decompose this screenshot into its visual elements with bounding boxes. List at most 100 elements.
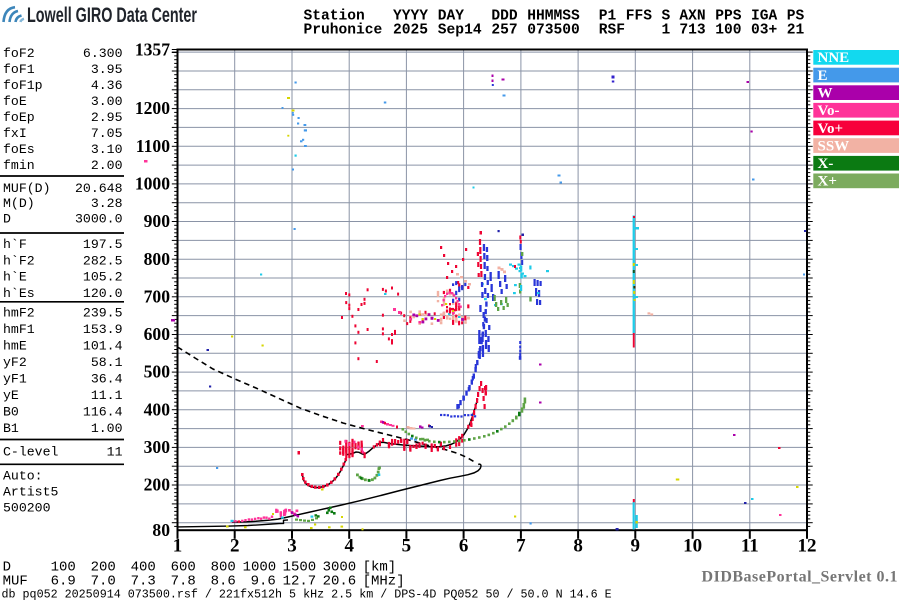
svg-text:1000: 1000: [135, 174, 170, 194]
svg-text:[MHz]: [MHz]: [363, 574, 405, 590]
svg-text:DAY: DAY: [438, 8, 465, 24]
svg-text:1357: 1357: [135, 40, 170, 60]
svg-text:h`E: h`E: [3, 270, 27, 285]
svg-text:hmF1: hmF1: [3, 322, 35, 337]
svg-text:Pruhonice: Pruhonice: [304, 22, 383, 38]
svg-text:S: S: [662, 8, 671, 24]
svg-text:yF1: yF1: [3, 371, 27, 386]
svg-text:fxI: fxI: [3, 126, 27, 141]
svg-text:Lowell GIRO Data Center: Lowell GIRO Data Center: [27, 3, 197, 27]
svg-text:8: 8: [573, 536, 583, 557]
svg-text:foE: foE: [3, 94, 27, 109]
svg-text:500: 500: [144, 362, 171, 382]
svg-text:2.00: 2.00: [91, 158, 123, 173]
svg-text:PPS: PPS: [715, 8, 742, 24]
svg-text:300: 300: [144, 437, 171, 457]
svg-text:400: 400: [144, 399, 171, 419]
svg-text:21: 21: [787, 22, 805, 38]
svg-text:11: 11: [741, 536, 759, 557]
svg-text:hmE: hmE: [3, 338, 27, 353]
svg-text:[km]: [km]: [363, 560, 397, 576]
svg-text:3.10: 3.10: [91, 142, 123, 157]
svg-text:3000.0: 3000.0: [75, 212, 123, 227]
svg-text:7.05: 7.05: [91, 126, 123, 141]
svg-text:4: 4: [344, 536, 354, 557]
svg-text:11.1: 11.1: [91, 388, 123, 403]
svg-text:600: 600: [171, 560, 196, 576]
svg-text:fmin: fmin: [3, 158, 35, 173]
svg-text:6: 6: [459, 536, 469, 557]
svg-text:500200: 500200: [3, 500, 51, 515]
svg-text:M(D): M(D): [3, 196, 35, 211]
svg-text:PS: PS: [787, 8, 805, 24]
svg-text:1000: 1000: [243, 560, 277, 576]
svg-text:2.95: 2.95: [91, 110, 123, 125]
svg-text:7: 7: [516, 536, 526, 557]
svg-text:db pq052 20250914 073500.rsf /: db pq052 20250914 073500.rsf / 221fx512h…: [2, 588, 612, 600]
svg-text:120.0: 120.0: [83, 286, 123, 301]
svg-text:5: 5: [402, 536, 412, 557]
svg-text:12: 12: [798, 536, 817, 557]
svg-text:Vo+: Vo+: [818, 121, 844, 137]
svg-text:2: 2: [230, 536, 240, 557]
svg-text:MUF(D): MUF(D): [3, 181, 50, 196]
svg-text:YYYY: YYYY: [393, 8, 428, 24]
svg-text:80: 80: [152, 520, 170, 540]
svg-text:W: W: [818, 86, 833, 102]
svg-text:400: 400: [131, 560, 156, 576]
svg-text:3000: 3000: [323, 560, 357, 576]
svg-text:Artist5: Artist5: [3, 484, 58, 499]
svg-text:foF1: foF1: [3, 62, 35, 77]
svg-text:6.300: 6.300: [83, 46, 123, 61]
svg-text:B1: B1: [3, 421, 19, 436]
svg-text:IGA: IGA: [751, 8, 778, 24]
svg-text:20.648: 20.648: [75, 181, 123, 196]
svg-text:116.4: 116.4: [83, 404, 123, 419]
svg-text:9.6: 9.6: [251, 574, 276, 590]
svg-text:RSF: RSF: [599, 22, 625, 38]
svg-text:36.4: 36.4: [91, 371, 123, 386]
svg-text:h`F: h`F: [3, 237, 27, 252]
svg-text:foEs: foEs: [3, 142, 35, 157]
svg-text:1500: 1500: [283, 560, 317, 576]
svg-text:200: 200: [144, 475, 171, 495]
svg-text:X-: X-: [818, 156, 834, 172]
svg-text:105.2: 105.2: [83, 270, 123, 285]
svg-text:yE: yE: [3, 388, 19, 403]
svg-text:B0: B0: [3, 404, 19, 419]
svg-text:Sep14: Sep14: [438, 22, 482, 38]
svg-text:FFS: FFS: [626, 8, 653, 24]
svg-text:foF2: foF2: [3, 46, 35, 61]
svg-text:11: 11: [107, 445, 123, 460]
svg-text:Station: Station: [304, 8, 365, 24]
svg-text:h`F2: h`F2: [3, 253, 35, 268]
svg-text:7.0: 7.0: [91, 574, 116, 590]
svg-text:100: 100: [51, 560, 76, 576]
svg-text:P1: P1: [599, 8, 617, 24]
svg-text:Vo-: Vo-: [818, 103, 840, 119]
svg-text:2025: 2025: [393, 22, 428, 38]
svg-text:3.00: 3.00: [91, 94, 123, 109]
svg-text:Auto:: Auto:: [3, 468, 43, 483]
svg-text:10: 10: [683, 536, 702, 557]
svg-text:8.6: 8.6: [211, 574, 236, 590]
svg-text:1: 1: [662, 22, 671, 38]
svg-text:800: 800: [144, 249, 171, 269]
svg-text:yF2: yF2: [3, 355, 27, 370]
svg-text:100: 100: [715, 22, 741, 38]
svg-text:DIDBasePortal_Servlet 0.1: DIDBasePortal_Servlet 0.1: [702, 569, 898, 586]
svg-text:D: D: [3, 560, 11, 576]
svg-text:C-level: C-level: [3, 445, 58, 460]
svg-text:197.5: 197.5: [83, 237, 123, 252]
svg-text:MUF: MUF: [3, 574, 28, 590]
svg-text:3: 3: [287, 536, 297, 557]
svg-text:1200: 1200: [135, 98, 170, 118]
svg-text:7.8: 7.8: [171, 574, 196, 590]
svg-text:4.36: 4.36: [91, 78, 123, 93]
svg-text:foF1p: foF1p: [3, 78, 43, 93]
svg-text:7.3: 7.3: [131, 574, 156, 590]
svg-text:9: 9: [631, 536, 641, 557]
svg-text:257: 257: [491, 22, 517, 38]
svg-text:h`Es: h`Es: [3, 286, 35, 301]
svg-text:20.6: 20.6: [323, 574, 357, 590]
